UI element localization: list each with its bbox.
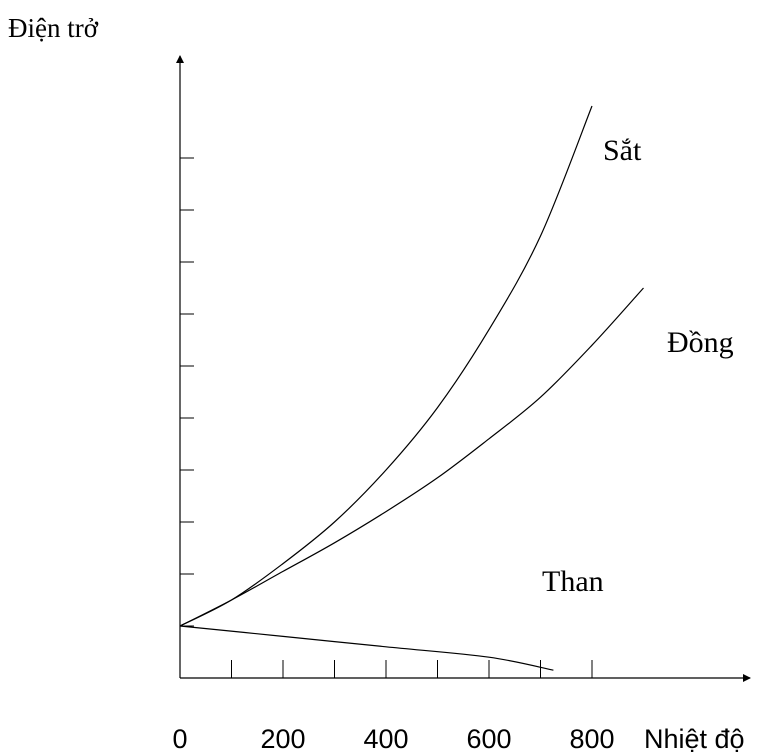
series-lines: [179, 105, 644, 671]
x-tick-label: 0: [172, 724, 187, 753]
x-tick-labels: 0 200 400 600 800: [172, 724, 614, 753]
y-ticks: [180, 157, 194, 627]
x-axis-label: Nhiệt độ: [644, 724, 745, 753]
series-label-dong: Đồng: [667, 326, 734, 359]
x-tick-label: 400: [363, 724, 408, 753]
x-tick-label: 800: [569, 724, 614, 753]
series-label-sat: Sắt: [603, 134, 642, 167]
x-tick-label: 600: [466, 724, 511, 753]
series-line-sat: [179, 105, 593, 627]
y-axis-label: Điện trở: [8, 13, 99, 43]
x-ticks: [231, 660, 593, 678]
series-line-dong: [179, 287, 644, 627]
series-line-than: [179, 625, 554, 671]
series-label-than: Than: [542, 565, 604, 598]
x-tick-label: 200: [260, 724, 305, 753]
